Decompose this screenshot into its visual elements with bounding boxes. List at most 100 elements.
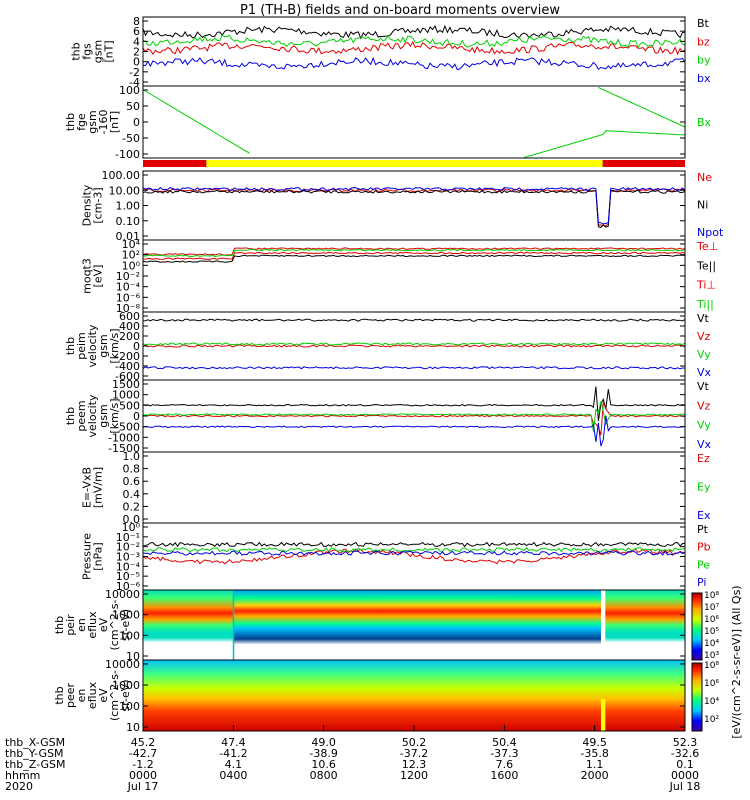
colorbar-tick: 10⁴ bbox=[704, 697, 719, 707]
x-tick-label: 0400 bbox=[219, 769, 247, 782]
y-tick-label: 10⁻⁶ bbox=[116, 580, 141, 593]
legend-entry: Vz bbox=[697, 399, 711, 412]
x-tick-label: 49.0 bbox=[311, 736, 336, 749]
plot-title: P1 (TH-B) fields and on-board moments ov… bbox=[240, 3, 560, 18]
series-line bbox=[142, 24, 686, 40]
legend-entry: Bx bbox=[697, 116, 712, 129]
y-tick-label: -500 bbox=[115, 421, 140, 434]
y-tick-label: 1500 bbox=[112, 378, 140, 391]
y-axis-label: peem bbox=[75, 400, 88, 431]
y-axis-label: (cm^2-s- bbox=[108, 670, 121, 721]
legend-entry: Ex bbox=[697, 509, 711, 522]
y-tick-label: 10000 bbox=[105, 588, 140, 601]
y-tick-label: 10⁻² bbox=[116, 270, 140, 283]
y-tick-label: -2 bbox=[129, 66, 140, 79]
y-tick-label: 0.10 bbox=[116, 215, 141, 228]
x-row-label: hhmm bbox=[5, 769, 40, 782]
y-tick-label: 10⁴ bbox=[122, 238, 141, 251]
colorbar-tick: 10⁶ bbox=[704, 615, 719, 625]
x-tick-label: 10.6 bbox=[311, 758, 336, 771]
panel-frame bbox=[142, 522, 686, 591]
series-line bbox=[142, 186, 686, 225]
panel-frame bbox=[142, 16, 686, 87]
y-tick-label: -4 bbox=[129, 76, 140, 89]
y-axis-label: [mV/m] bbox=[92, 467, 105, 508]
series-line bbox=[142, 251, 686, 260]
y-tick-label: 1.0 bbox=[123, 450, 141, 463]
y-tick-label: 10⁰ bbox=[122, 259, 141, 272]
y-axis-label: [nPa] bbox=[92, 542, 105, 570]
y-axis-label: Density bbox=[81, 184, 94, 226]
y-axis-label: [km/s] bbox=[108, 328, 121, 363]
y-tick-label: 600 bbox=[119, 310, 140, 323]
x-tick-label: 50.4 bbox=[492, 736, 517, 749]
y-tick-label: 2 bbox=[133, 46, 140, 59]
y-tick-label: 100 bbox=[119, 84, 140, 97]
series-line bbox=[142, 547, 685, 553]
series-line bbox=[142, 189, 686, 228]
y-tick-label: 10² bbox=[122, 249, 140, 262]
colorbar-tick: 10² bbox=[704, 715, 719, 725]
y-tick-label: 8 bbox=[133, 15, 140, 28]
panels: 86420-2-4thbfgsgsm[nT]Btbzbybx100500-50-… bbox=[53, 15, 724, 734]
x-axis-table: thb_X-GSMthb_Y-GSMthb_Z-GSMhhmm202045.2-… bbox=[5, 725, 700, 793]
y-axis-label: thb bbox=[64, 407, 77, 425]
y-tick-label: 0.4 bbox=[123, 488, 141, 501]
legend-entry: bx bbox=[697, 72, 711, 85]
colorbar-tick: 10⁵ bbox=[704, 627, 719, 637]
legend-entry: Vt bbox=[697, 380, 710, 393]
y-axis-label: [km/s] bbox=[108, 398, 121, 433]
x-tick-label: 47.4 bbox=[221, 736, 246, 749]
y-tick-label: 10⁻³ bbox=[116, 551, 140, 564]
y-axis-label: peer bbox=[64, 683, 77, 709]
spectrogram-block bbox=[605, 590, 685, 660]
legend-entry: Te⊥ bbox=[696, 240, 718, 253]
x-tick-label: 52.3 bbox=[673, 736, 698, 749]
colorbar-tick: 10⁴ bbox=[704, 639, 719, 649]
y-axis-label: eV bbox=[97, 688, 110, 703]
colorbar-tick: 10⁷ bbox=[704, 603, 719, 613]
x-tick-label: 1.1 bbox=[586, 758, 604, 771]
y-axis-label: velocity bbox=[86, 324, 99, 367]
legend-entry: Bt bbox=[697, 17, 710, 30]
x-row-label: thb_X-GSM bbox=[5, 736, 65, 749]
y-tick-label: 0 bbox=[133, 410, 140, 423]
legend-entry: Npot bbox=[697, 226, 724, 239]
y-tick-label: 100.00 bbox=[102, 169, 141, 182]
series-line bbox=[142, 342, 686, 346]
x-tick-label: 0.1 bbox=[676, 758, 694, 771]
y-tick-label: 10⁻⁴ bbox=[116, 281, 141, 294]
colorbar-top bbox=[691, 592, 703, 661]
y-axis-label: sr-eV) bbox=[119, 609, 132, 641]
x-row-label: thb_Y-GSM bbox=[5, 747, 64, 760]
mode-bar-segment bbox=[143, 160, 207, 167]
y-tick-label: 0 bbox=[133, 56, 140, 69]
x-tick-label: 1200 bbox=[400, 769, 428, 782]
y-axis-label: thb bbox=[70, 42, 83, 60]
series-line bbox=[142, 318, 686, 322]
series-line bbox=[142, 89, 686, 158]
legend-entry: bz bbox=[697, 35, 710, 48]
series-line bbox=[142, 401, 686, 436]
x-tick-label: 2000 bbox=[581, 769, 609, 782]
y-tick-label: 4 bbox=[133, 35, 140, 48]
legend-entry: Pi bbox=[697, 576, 706, 589]
y-axis-label: gsm bbox=[97, 334, 110, 357]
y-tick-label: 0 bbox=[133, 340, 140, 353]
x-tick-label: -35.8 bbox=[580, 747, 608, 760]
x-tick-label: 50.2 bbox=[402, 736, 427, 749]
legend-entry: Ey bbox=[697, 481, 711, 494]
y-axis-label: thb bbox=[64, 113, 77, 131]
x-tick-label: Jul 17 bbox=[127, 780, 159, 793]
legend-entry: Vx bbox=[697, 438, 712, 451]
y-axis-label: moqt3 bbox=[81, 258, 94, 294]
y-tick-label: -50 bbox=[122, 132, 140, 145]
x-tick-label: 1600 bbox=[490, 769, 518, 782]
series-line bbox=[142, 541, 686, 548]
y-tick-label: 10.00 bbox=[109, 184, 141, 197]
y-axis-label: thb bbox=[64, 337, 77, 355]
